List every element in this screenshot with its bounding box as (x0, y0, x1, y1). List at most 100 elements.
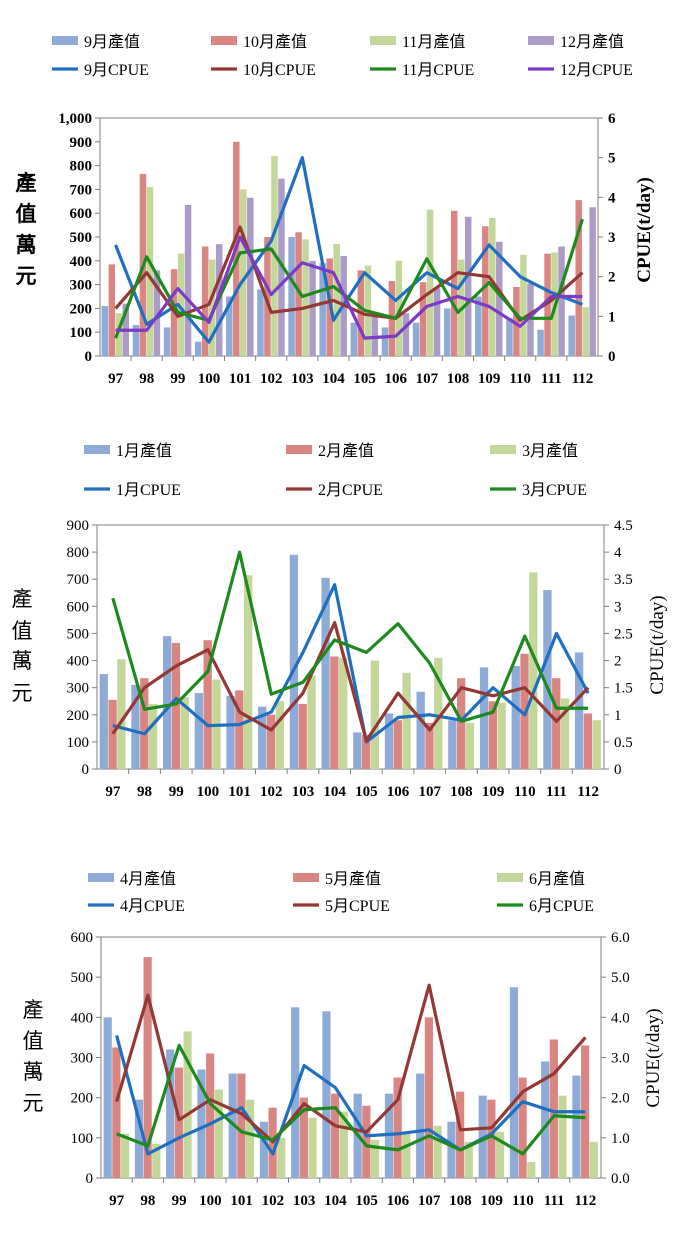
chart-3-bar (425, 1017, 433, 1178)
chart-2-ylabel: 值 (12, 619, 33, 643)
chart-1-bar (288, 237, 294, 356)
chart-1-y2label: CPUE(t/day) (634, 177, 655, 283)
chart-2-bar (584, 713, 592, 769)
chart-2-legend-label: 2月產值 (318, 442, 374, 460)
chart-3-xtick-label: 110 (512, 1193, 534, 1209)
chart-2-legend-swatch (84, 445, 110, 454)
chart-2-ylabel: 萬 (12, 649, 33, 673)
chart-1-ylabel: 產 (16, 171, 37, 195)
chart-2-xtick-label: 107 (418, 784, 441, 800)
chart-3-legend-label: 6月CPUE (529, 898, 594, 915)
chart-3-ytick-label: 600 (71, 930, 94, 946)
chart-2-bar (402, 673, 410, 769)
chart-2-ytick-label: 500 (67, 626, 90, 642)
chart-1-xtick-label: 105 (353, 371, 376, 387)
chart-2-bar (226, 696, 234, 769)
chart-1-bar (382, 327, 388, 356)
chart-1-xtick-label: 107 (416, 371, 439, 387)
chart-2-bar (512, 666, 520, 769)
chart-3-legend-label: 5月產值 (325, 870, 381, 888)
chart-3-bar (558, 1096, 566, 1178)
chart-2-ytick-label: 0 (82, 762, 90, 778)
chart-2-bar (100, 674, 108, 769)
chart-1-bar (403, 313, 409, 356)
chart-1-bar (444, 308, 450, 356)
chart-3-xtick-label: 106 (387, 1193, 410, 1209)
chart-3-xtick-label: 103 (293, 1193, 316, 1209)
chart-3-y2tick-label: 3.0 (611, 1051, 630, 1067)
chart-2-bar (480, 667, 488, 769)
chart-3-legend-label: 4月CPUE (120, 898, 185, 915)
chart-3-y2tick-label: 4.0 (611, 1010, 630, 1026)
chart-1-bar (102, 306, 108, 356)
chart-2-xtick-label: 110 (514, 784, 536, 800)
chart-2-xtick-label: 111 (546, 784, 567, 800)
chart-1-y2tick-label: 1 (608, 309, 616, 325)
chart-1-xtick-label: 97 (108, 371, 124, 387)
chart-2-xtick-label: 112 (577, 784, 599, 800)
chart-2-y2tick-label: 2 (614, 654, 622, 670)
chart-2-y2tick-label: 3.5 (614, 572, 633, 588)
chart-3-y2tick-label: 2.0 (611, 1091, 630, 1107)
chart-2-legend-label: 3月產值 (522, 442, 578, 460)
chart-1-bar (475, 297, 481, 357)
chart-2-bar (108, 700, 116, 769)
chart-2-bar (267, 715, 275, 769)
chart-3-bar (246, 1100, 254, 1178)
chart-3-legend-swatch (497, 873, 523, 882)
chart-1-legend-label: 9月CPUE (84, 62, 149, 79)
chart-1-ylabel: 萬 (16, 233, 37, 257)
chart-2-xtick-label: 98 (137, 784, 152, 800)
chart-2-bar (307, 675, 315, 769)
chart-2-bar (195, 693, 203, 769)
chart-3-legend-label: 4月產值 (120, 870, 176, 888)
chart-2-y2tick-label: 0.5 (614, 735, 633, 751)
chart-2-legend-label: 1月產值 (116, 442, 172, 460)
chart-2-xtick-label: 104 (323, 784, 346, 800)
chart-3-bar (590, 1142, 598, 1178)
chart-3-y2label: CPUE(t/day) (643, 1008, 664, 1107)
chart-2-bar (235, 690, 243, 769)
chart-1-bar (434, 288, 440, 356)
chart-2-y2tick-label: 4.5 (614, 518, 633, 534)
chart-3-y2tick-label: 0.0 (611, 1171, 630, 1187)
chart-1-xtick-label: 106 (384, 371, 407, 387)
chart-1-legend-swatch (211, 36, 237, 45)
chart-1-xtick-label: 102 (260, 371, 283, 387)
chart-2-bar (371, 661, 379, 769)
chart-1-ytick-label: 200 (70, 301, 93, 317)
chart-3-ytick-label: 0 (86, 1171, 94, 1187)
chart-3-ylabel: 萬 (23, 1060, 44, 1084)
chart-3-y2tick-label: 1.0 (611, 1131, 630, 1147)
chart-3-bar (237, 1074, 245, 1178)
chart-1-legend-label: 11月CPUE (402, 62, 474, 79)
chart-2-xtick-label: 102 (260, 784, 283, 800)
chart-3-y2tick-label: 5.0 (611, 970, 630, 986)
chart-2-ytick-label: 300 (67, 681, 90, 697)
chart-1-bar (420, 282, 426, 356)
chart-1-bar (537, 330, 543, 356)
chart-2-bar (593, 720, 601, 769)
chart-3-ytick-label: 200 (71, 1091, 94, 1107)
chart-3-ytick-label: 300 (71, 1051, 94, 1067)
chart-1-legend-swatch (370, 36, 396, 45)
chart-1-bar (109, 264, 115, 356)
chart-2-xtick-label: 103 (292, 784, 315, 800)
chart-1-xtick-label: 111 (541, 371, 562, 387)
chart-3-xtick-label: 102 (262, 1193, 285, 1209)
chart-1-ytick-label: 800 (70, 159, 93, 175)
chart-1-legend-swatch (528, 36, 554, 45)
charts-canvas: 01002003004005006007008009001,0000123456… (0, 0, 684, 1234)
chart-2-xtick-label: 108 (450, 784, 473, 800)
chart-1-xtick-label: 98 (139, 371, 154, 387)
chart-1-bar (195, 342, 201, 356)
chart-3-bar (402, 1134, 410, 1178)
chart-1-bar (240, 189, 246, 356)
chart-1-y2tick-label: 2 (608, 270, 616, 286)
chart-2-bar (466, 723, 474, 769)
chart-3-ylabel: 元 (23, 1091, 44, 1115)
chart-2-ytick-label: 900 (67, 518, 90, 534)
chart-3-xtick-label: 101 (230, 1193, 253, 1209)
chart-1-xtick-label: 99 (170, 371, 185, 387)
chart-3-ytick-label: 400 (71, 1010, 94, 1026)
